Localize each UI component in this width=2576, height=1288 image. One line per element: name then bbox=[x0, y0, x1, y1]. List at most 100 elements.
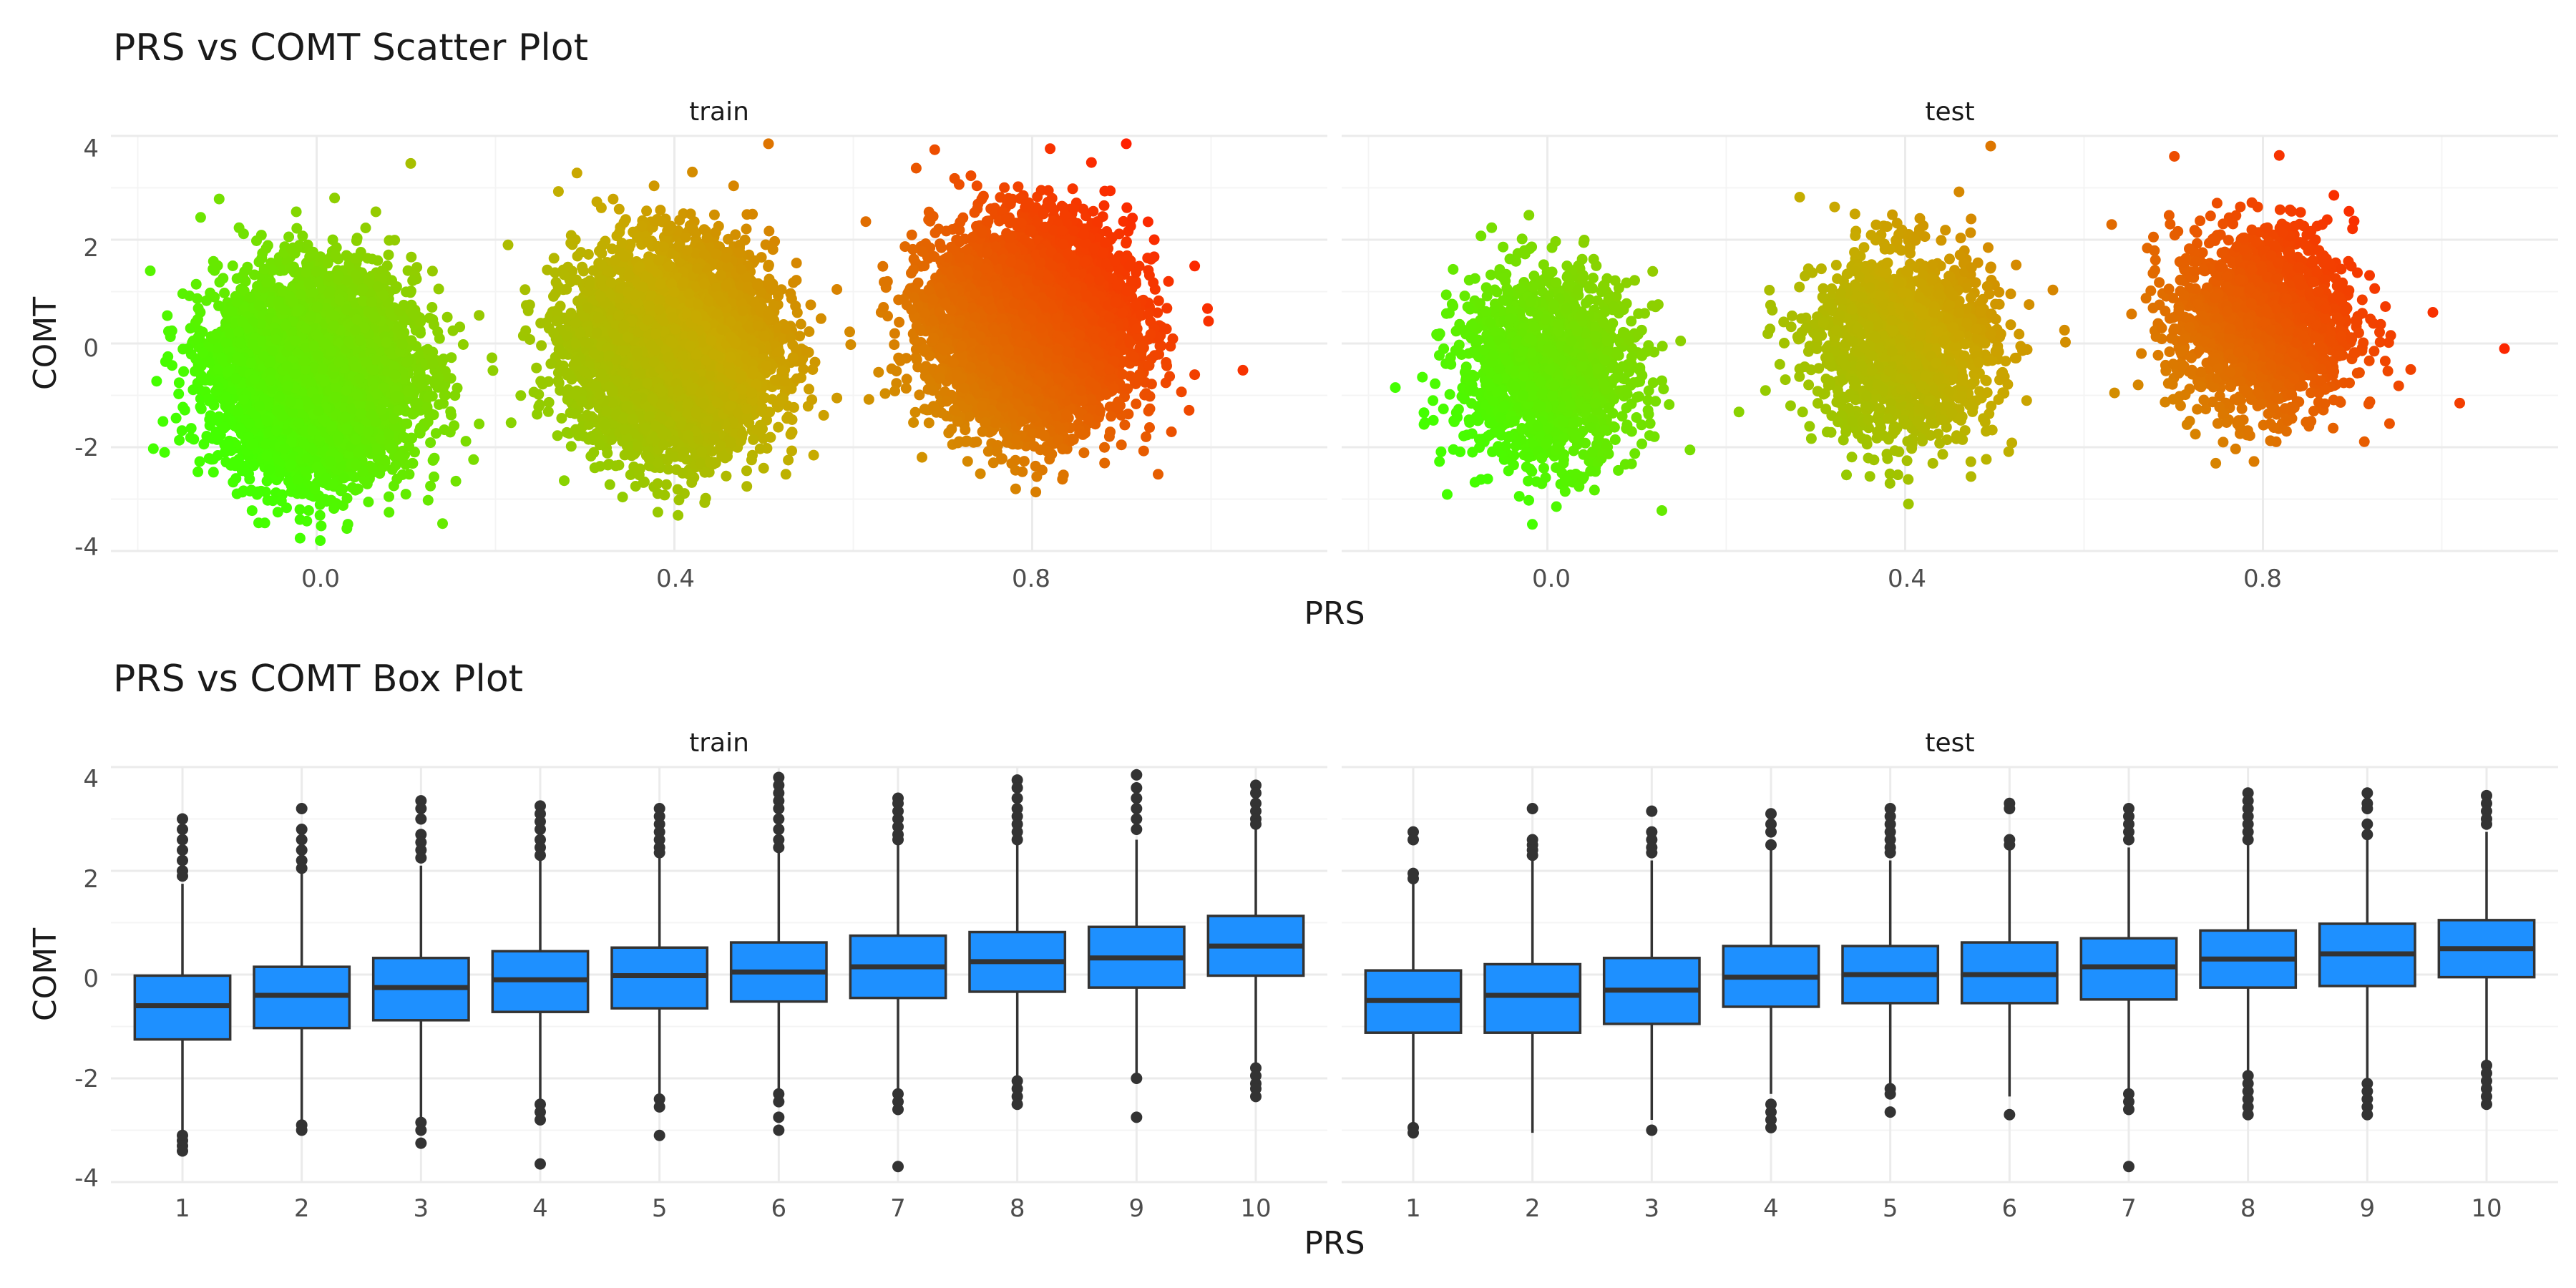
scatter-point bbox=[195, 212, 206, 223]
scatter-point bbox=[270, 425, 282, 436]
scatter-point bbox=[210, 328, 222, 340]
scatter-point bbox=[291, 206, 302, 218]
scatter-point bbox=[249, 374, 260, 385]
scatter-point bbox=[408, 309, 419, 321]
scatter-point bbox=[313, 405, 324, 416]
scatter-point bbox=[393, 391, 404, 403]
scatter-point bbox=[228, 457, 240, 468]
scatter-point bbox=[213, 300, 224, 311]
scatter-point bbox=[185, 432, 196, 443]
scatter-point bbox=[349, 253, 361, 264]
scatter-point bbox=[238, 394, 249, 405]
scatter-facet-label-test: test bbox=[1925, 97, 1974, 127]
scatter-point bbox=[261, 277, 272, 288]
scatter-point bbox=[291, 223, 303, 234]
scatter-point bbox=[384, 429, 395, 441]
scatter-point bbox=[260, 439, 271, 450]
scatter-point bbox=[285, 263, 296, 274]
scatter-point bbox=[436, 356, 448, 368]
scatter-point bbox=[439, 389, 450, 401]
scatter-point bbox=[289, 335, 301, 346]
scatter-point bbox=[339, 411, 351, 423]
scatter-point bbox=[301, 515, 313, 527]
scatter-point bbox=[396, 469, 408, 480]
scatter-point bbox=[249, 269, 260, 280]
scatter-point bbox=[333, 433, 344, 444]
scatter-point bbox=[301, 267, 312, 278]
scatter-point bbox=[421, 401, 433, 413]
scatter-point bbox=[341, 385, 352, 396]
scatter-point bbox=[433, 283, 444, 295]
scatter-point bbox=[222, 366, 233, 378]
scatter-point bbox=[350, 434, 361, 445]
scatter-point bbox=[326, 421, 338, 432]
scatter-point bbox=[212, 434, 223, 445]
scatter-point bbox=[422, 343, 434, 355]
scatter-point bbox=[248, 438, 259, 449]
scatter-point bbox=[355, 408, 366, 419]
scatter-point bbox=[426, 302, 438, 313]
scatter-point bbox=[398, 299, 409, 311]
scatter-point bbox=[383, 249, 394, 260]
scatter-point bbox=[238, 485, 249, 497]
scatter-point bbox=[371, 389, 383, 400]
scatter-point bbox=[260, 243, 272, 254]
scatter-point bbox=[274, 467, 285, 478]
scatter-point bbox=[350, 270, 361, 280]
scatter-point bbox=[166, 325, 177, 336]
scatter-point bbox=[311, 266, 322, 278]
scatter-point bbox=[319, 494, 331, 505]
scatter-point bbox=[397, 338, 408, 350]
scatter-point bbox=[422, 494, 434, 506]
scatter-point bbox=[303, 505, 314, 516]
scatter-point bbox=[200, 374, 211, 386]
scatter-point bbox=[263, 464, 275, 476]
scatter-point bbox=[258, 263, 270, 275]
scatter-point bbox=[429, 471, 439, 482]
scatter-point bbox=[192, 293, 203, 304]
scatter-point bbox=[170, 412, 182, 424]
scatter-point bbox=[411, 398, 423, 409]
scatter-point bbox=[214, 276, 225, 288]
scatter-point bbox=[384, 507, 395, 518]
scatter-point bbox=[194, 456, 205, 467]
scatter-point bbox=[360, 223, 371, 233]
scatter-point bbox=[255, 230, 267, 241]
scatter-point bbox=[353, 373, 365, 384]
scatter-point bbox=[303, 278, 315, 290]
scatter-point bbox=[289, 369, 301, 379]
scatter-point bbox=[219, 288, 230, 298]
scatter-point bbox=[350, 324, 361, 336]
scatter-point bbox=[333, 270, 344, 282]
scatter-point bbox=[367, 462, 379, 474]
scatter-point bbox=[487, 365, 499, 376]
scatter-point bbox=[327, 478, 338, 489]
scatter-point bbox=[261, 450, 273, 462]
scatter-point bbox=[208, 454, 219, 465]
scatter-point bbox=[245, 357, 257, 369]
scatter-point bbox=[401, 418, 413, 429]
scatter-point bbox=[277, 411, 288, 422]
scatter-point bbox=[212, 260, 223, 271]
scatter-point bbox=[341, 424, 353, 435]
scatter-point bbox=[197, 347, 208, 358]
scatter-point bbox=[217, 353, 228, 365]
scatter-point bbox=[182, 343, 194, 354]
scatter-point bbox=[351, 233, 363, 244]
scatter-point bbox=[282, 381, 293, 391]
scatter-point bbox=[235, 338, 246, 349]
scatter-point bbox=[379, 454, 390, 466]
scatter-point bbox=[474, 419, 485, 429]
scatter-point bbox=[244, 474, 255, 485]
scatter-point bbox=[396, 328, 407, 340]
scatter-point bbox=[425, 437, 436, 449]
scatter-point bbox=[366, 296, 377, 308]
scatter-point bbox=[308, 340, 319, 351]
scatter-point bbox=[157, 416, 169, 427]
scatter-point bbox=[275, 495, 287, 507]
scatter-point bbox=[245, 291, 256, 303]
scatter-point bbox=[386, 443, 397, 454]
scatter-point bbox=[236, 465, 248, 477]
scatter-point bbox=[388, 480, 399, 492]
scatter-point bbox=[213, 193, 225, 205]
